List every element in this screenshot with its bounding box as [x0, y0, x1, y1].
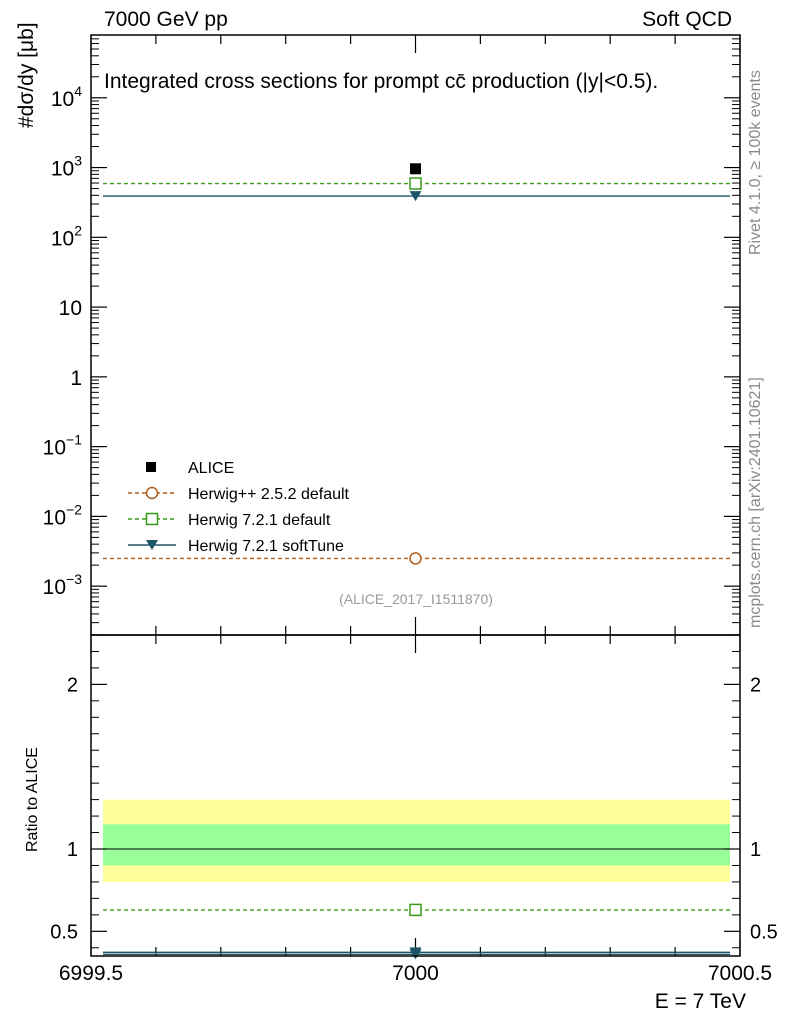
marker-square	[145, 512, 159, 526]
legend-label: Herwig 7.2.1 softTune	[188, 538, 344, 555]
marker-circle	[409, 552, 422, 565]
ratio-tick-label-right: 1	[750, 839, 761, 861]
x-tick-label: 7000	[392, 962, 439, 985]
marker-square	[409, 177, 422, 190]
marker-circle	[145, 486, 159, 500]
y-tick-label-main: 10−3	[43, 571, 83, 599]
y-axis-label-ratio: Ratio to ALICE	[24, 747, 41, 852]
y-tick-label-main: 102	[51, 222, 82, 250]
y-tick-label-main: 104	[51, 83, 82, 111]
ratio-band-inner	[103, 824, 730, 866]
header-right: Soft QCD	[642, 8, 732, 31]
legend-label: ALICE	[188, 460, 234, 477]
ratio-tick-label-left: 1	[67, 839, 78, 861]
marker-square	[409, 903, 422, 917]
ratio-panel-frame	[90, 634, 741, 957]
ratio-tick-label-right: 2	[750, 674, 761, 696]
y-tick-label-main: 10	[59, 297, 82, 320]
marker-triangle	[409, 947, 422, 958]
marker-data-alice	[410, 163, 421, 175]
y-axis-label-main: #dσ/dy [μb]	[15, 22, 38, 128]
x-tick-label: 7000.5	[708, 962, 772, 985]
chart-title: Integrated cross sections for prompt cc̄…	[104, 70, 658, 93]
marker-triangle	[146, 540, 158, 550]
legend-label: Herwig++ 2.5.2 default	[188, 486, 350, 503]
x-axis-label: E = 7 TeV	[655, 990, 746, 1013]
y-tick-label-main: 103	[51, 153, 82, 181]
legend-marker-data	[146, 462, 156, 472]
ratio-tick-label-right: 0.5	[750, 921, 778, 943]
ratio-tick-label-left: 0.5	[50, 921, 78, 943]
y-tick-label-main: 10−1	[43, 432, 83, 460]
marker-triangle	[409, 191, 422, 202]
x-tick-label: 6999.5	[59, 962, 123, 985]
y-tick-label-main: 1	[70, 367, 82, 390]
y-tick-label-main: 10−2	[43, 501, 83, 529]
header-left: 7000 GeV pp	[104, 8, 228, 31]
legend-label: Herwig 7.2.1 default	[188, 512, 331, 529]
ratio-tick-label-left: 2	[67, 674, 78, 696]
analysis-id: (ALICE_2017_I1511870)	[339, 591, 493, 607]
